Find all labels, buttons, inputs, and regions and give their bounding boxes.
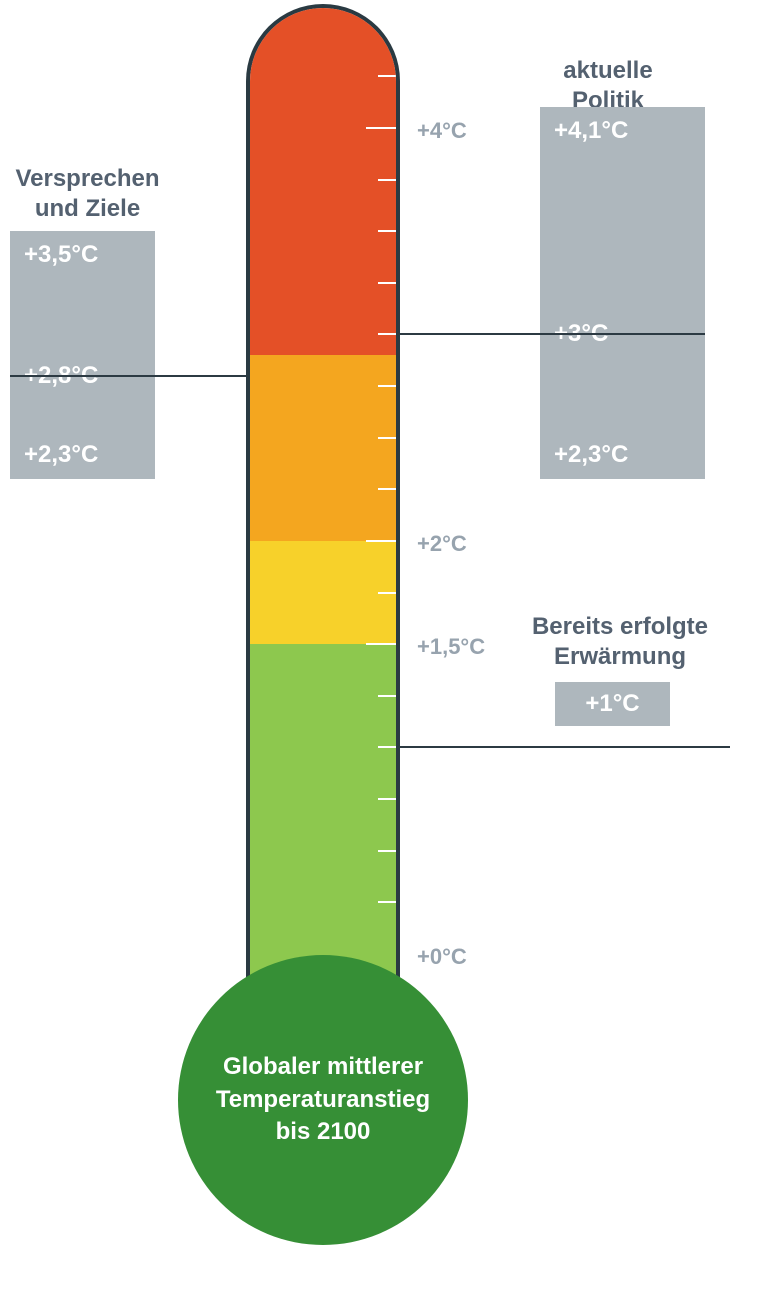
- tick: [378, 385, 396, 387]
- axis-label: +4°C: [417, 118, 467, 144]
- tick: [378, 179, 396, 181]
- thermometer-bulb: Globaler mittlererTemperaturanstiegbis 2…: [178, 955, 468, 1245]
- scenario-left-title: Versprechenund Ziele: [10, 164, 165, 224]
- tick: [378, 901, 396, 903]
- tick: [378, 488, 396, 490]
- scenario-high: +3,5°C: [24, 241, 98, 269]
- tick: [378, 850, 396, 852]
- thermometer-segment-0: [250, 644, 396, 984]
- tick: [366, 127, 396, 129]
- tick: [378, 695, 396, 697]
- scenario-right-top-indicator: [400, 333, 705, 335]
- tick: [366, 540, 396, 542]
- tick: [378, 333, 396, 335]
- axis-label: +0°C: [417, 944, 467, 970]
- scenario-right-top-box: +4,1°C+3°C+2,3°C: [540, 107, 705, 479]
- axis-label: +2°C: [417, 531, 467, 557]
- tick: [366, 643, 396, 645]
- scenario-left-box: +3,5°C+2,8°C+2,3°C: [10, 231, 155, 479]
- thermometer-segment-1: [250, 541, 396, 644]
- axis-label: +1,5°C: [417, 634, 485, 660]
- scenario-left-indicator: [10, 375, 246, 377]
- scenario-right-bottom-title: Bereits erfolgteErwärmung: [500, 612, 740, 672]
- tick: [378, 746, 396, 748]
- warming-value: +1°C: [555, 682, 670, 726]
- scenario-high: +4,1°C: [554, 117, 628, 145]
- tick: [378, 75, 396, 77]
- thermometer-segment-2: [250, 355, 396, 541]
- bulb-caption: Globaler mittlererTemperaturanstiegbis 2…: [216, 1051, 430, 1148]
- scenario-right-bottom-indicator: [400, 746, 730, 748]
- thermometer-segment-3: [250, 4, 396, 355]
- tick: [378, 437, 396, 439]
- tick: [378, 592, 396, 594]
- scenario-low: +2,3°C: [24, 441, 98, 469]
- thermometer-stem: [246, 4, 400, 984]
- tick: [378, 24, 396, 26]
- scenario-low: +2,3°C: [554, 441, 628, 469]
- tick: [378, 230, 396, 232]
- tick: [378, 798, 396, 800]
- tick: [378, 282, 396, 284]
